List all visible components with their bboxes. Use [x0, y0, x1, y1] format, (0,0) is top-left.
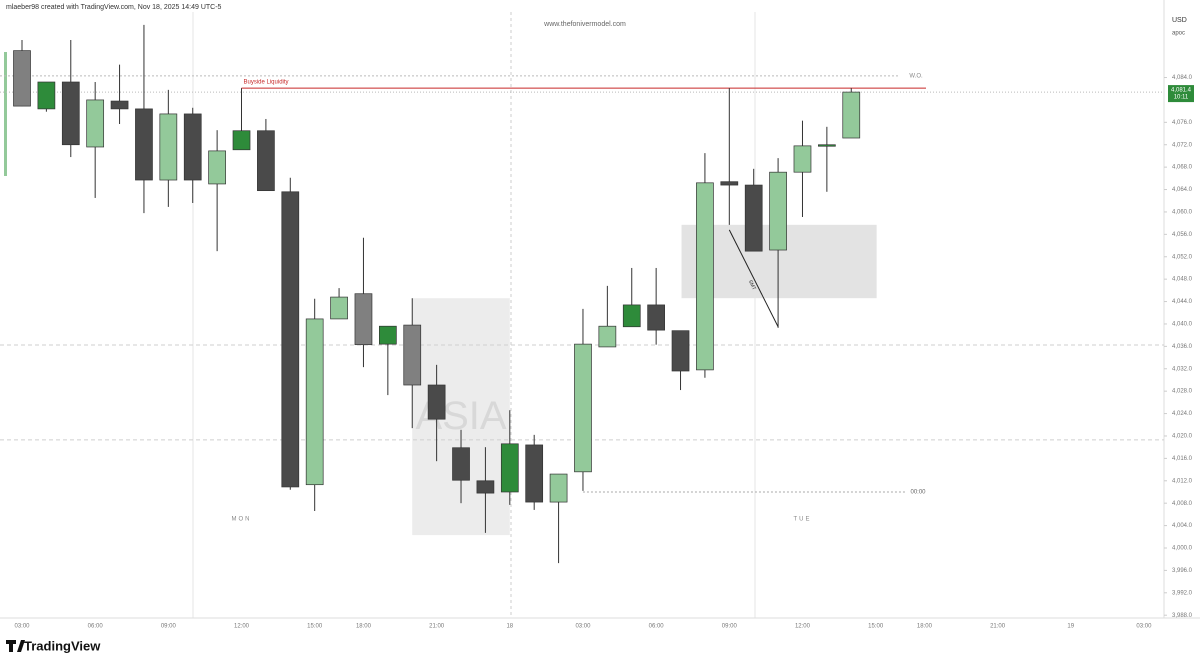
y-tick-label: 4,012.0: [1172, 478, 1193, 484]
smt-line: [728, 229, 779, 327]
x-tick-label: 18:00: [356, 624, 372, 630]
candle-body: [208, 150, 226, 185]
x-tick-label: 09:00: [722, 624, 738, 630]
candle-body: [622, 304, 641, 328]
last-price-label: 4,081.4: [1171, 88, 1192, 94]
x-tick-label: 06:00: [649, 624, 665, 630]
candle-body: [720, 181, 739, 186]
y-tick-label: 4,004.0: [1172, 523, 1193, 529]
candle-body: [403, 324, 422, 386]
candle-body: [13, 50, 31, 107]
candle-body: [305, 318, 324, 486]
header: mlaeber98 created with TradingView.com, …: [6, 4, 222, 11]
candle-body: [769, 171, 787, 251]
candle-body: [257, 130, 275, 192]
watermark: www.thefonivermodel.com: [543, 21, 626, 28]
x-tick-label: 12:00: [795, 624, 811, 630]
last-price-tag: [1168, 85, 1194, 103]
y-tick-label: 4,032.0: [1172, 366, 1193, 372]
unit-note: apoc: [1172, 31, 1185, 37]
candle-body: [330, 296, 348, 320]
y-tick-label: 4,068.0: [1172, 165, 1193, 171]
footer-logo: TradingView: [6, 638, 101, 653]
candle-body: [427, 384, 446, 420]
x-tick-label: 18: [506, 624, 513, 630]
candle-body: [500, 443, 519, 493]
candle-body: [135, 108, 153, 181]
y-tick-label: 4,056.0: [1172, 232, 1193, 238]
countdown: 10:11: [1174, 95, 1189, 101]
currency: USD: [1172, 17, 1187, 24]
footer: TradingView: [24, 638, 101, 653]
candle-body: [574, 343, 592, 473]
candle-body: [232, 130, 251, 151]
x-tick-label: 15:00: [307, 624, 323, 630]
y-tick-label: 4,024.0: [1172, 411, 1193, 417]
x-tick-label: 03:00: [575, 624, 591, 630]
candle-body: [842, 91, 861, 139]
y-tick-label: 4,064.0: [1172, 187, 1193, 193]
y-tick-label: 4,036.0: [1172, 344, 1193, 350]
buyside-liquidity-label: Buyside Liquidity: [244, 80, 289, 86]
candle-body: [61, 81, 80, 146]
session-label: MON: [232, 517, 252, 523]
x-tick-label: 03:00: [1136, 624, 1152, 630]
y-tick-label: 4,040.0: [1172, 322, 1193, 328]
x-tick-label: 09:00: [161, 624, 177, 630]
y-tick-label: 4,008.0: [1172, 501, 1193, 507]
candle-body: [549, 473, 568, 503]
x-tick-label: 21:00: [429, 624, 445, 630]
y-tick-label: 3,992.0: [1172, 590, 1193, 596]
candle-body: [110, 100, 129, 110]
candle-body: [647, 304, 665, 331]
x-tick-label: 15:00: [868, 624, 884, 630]
y-tick-label: 4,044.0: [1172, 299, 1193, 305]
y-tick-label: 3,996.0: [1172, 568, 1193, 574]
candle-body: [476, 480, 495, 494]
x-tick-label: 19: [1067, 624, 1074, 630]
candle-body: [525, 444, 544, 503]
x-tick-label: 21:00: [990, 624, 1006, 630]
x-tick-label: 12:00: [234, 624, 250, 630]
y-tick-label: 4,000.0: [1172, 546, 1193, 552]
weekly-open-label: W.O.: [909, 73, 923, 79]
edge-candle: [4, 52, 7, 176]
candle-body: [598, 325, 617, 348]
candle-body: [696, 182, 714, 371]
y-tick-label: 4,016.0: [1172, 456, 1193, 462]
y-tick-label: 4,072.0: [1172, 142, 1193, 148]
smt-label: SMT: [747, 279, 757, 291]
y-tick-label: 4,048.0: [1172, 277, 1193, 283]
candle-body: [183, 113, 202, 181]
candle-body: [159, 113, 178, 181]
y-tick-label: 4,076.0: [1172, 120, 1193, 126]
y-tick-label: 3,988.0: [1172, 613, 1193, 619]
x-tick-label: 18:00: [917, 624, 933, 630]
candle-body: [281, 191, 300, 488]
candle-body: [379, 325, 397, 345]
x-tick-label: 03:00: [14, 624, 30, 630]
y-tick-label: 4,060.0: [1172, 210, 1193, 216]
y-tick-label: 4,052.0: [1172, 254, 1193, 260]
candle-body: [793, 145, 812, 173]
y-tick-label: 4,028.0: [1172, 389, 1193, 395]
candle-body: [86, 99, 105, 148]
y-tick-label: 4,020.0: [1172, 434, 1193, 440]
y-tick-label: 4,084.0: [1172, 75, 1193, 81]
midnight-open-label: 00:00: [910, 490, 926, 496]
candle-body: [671, 330, 690, 372]
candle-body: [818, 144, 836, 147]
x-tick-label: 06:00: [88, 624, 104, 630]
candle-body: [452, 447, 470, 481]
candle-body: [37, 81, 56, 110]
session-label: TUE: [793, 517, 811, 523]
candle-body: [744, 184, 763, 252]
candle-body: [354, 293, 373, 346]
